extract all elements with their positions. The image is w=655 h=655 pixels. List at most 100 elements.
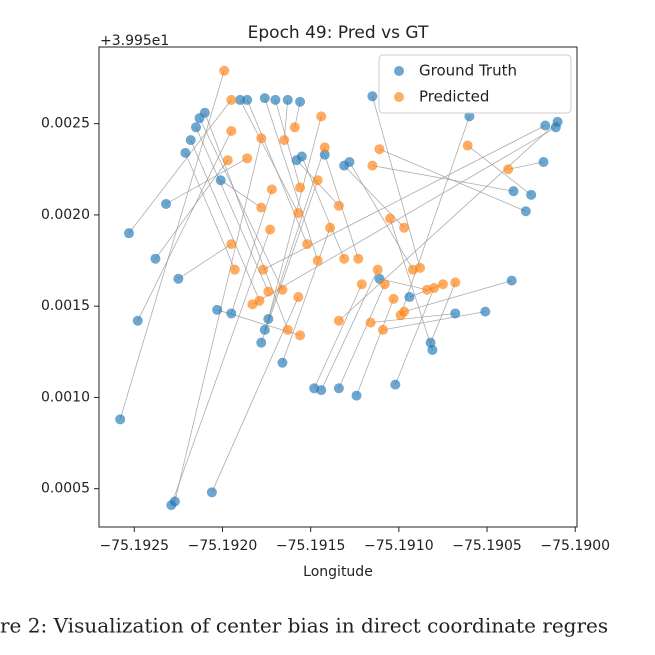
point xyxy=(282,94,293,105)
point xyxy=(464,111,475,122)
pair-line xyxy=(467,145,532,196)
pair-line xyxy=(379,148,527,212)
pair-line xyxy=(190,139,260,301)
point xyxy=(312,175,323,186)
point xyxy=(247,299,258,310)
pair-line xyxy=(372,96,421,268)
pair-line xyxy=(155,159,229,259)
point xyxy=(312,255,323,266)
point xyxy=(296,151,307,162)
pair-line xyxy=(137,130,232,321)
point xyxy=(212,304,223,315)
point xyxy=(226,125,237,136)
pair-line xyxy=(267,116,322,320)
point xyxy=(173,273,184,284)
point xyxy=(242,94,253,105)
pair-line xyxy=(178,243,232,280)
pair-line xyxy=(404,280,512,313)
point xyxy=(282,324,293,335)
point xyxy=(206,487,217,498)
point xyxy=(226,308,237,319)
point xyxy=(222,155,233,166)
point xyxy=(242,153,253,164)
pair-line xyxy=(343,165,405,228)
point xyxy=(270,94,281,105)
point xyxy=(265,224,276,235)
point xyxy=(508,186,519,197)
pair-line xyxy=(394,287,435,385)
legend-marker xyxy=(394,92,404,102)
x-tick-label: −75.1925 xyxy=(99,538,169,554)
point xyxy=(319,142,330,153)
point xyxy=(235,94,246,105)
pair-line xyxy=(370,313,456,323)
point xyxy=(462,140,473,151)
pair-line xyxy=(239,99,299,214)
point xyxy=(263,286,274,297)
pair-line xyxy=(320,269,379,391)
point xyxy=(161,198,172,209)
point xyxy=(215,175,226,186)
caption: re 2: Visualization of center bias in di… xyxy=(0,614,608,638)
pair-line xyxy=(283,99,289,141)
pair-line xyxy=(220,179,262,208)
point xyxy=(191,122,202,133)
point xyxy=(520,206,531,217)
x-tick-label: −75.1920 xyxy=(188,538,258,554)
point xyxy=(277,284,288,295)
pair-line xyxy=(264,147,326,331)
pair-line xyxy=(119,70,225,420)
pair-line xyxy=(430,282,456,343)
point xyxy=(377,324,388,335)
point xyxy=(429,282,440,293)
point xyxy=(150,253,161,264)
point xyxy=(388,293,399,304)
pair-line xyxy=(170,229,271,506)
y-tick-label: 0.0025 xyxy=(41,116,90,132)
point xyxy=(259,93,270,104)
pair-line xyxy=(165,157,248,205)
legend-label: Ground Truth xyxy=(419,62,517,80)
point xyxy=(166,500,177,511)
point xyxy=(379,279,390,290)
point xyxy=(333,200,344,211)
y-tick-label: 0.0005 xyxy=(41,481,90,497)
x-axis-label: Longitude xyxy=(303,564,373,580)
point xyxy=(552,116,563,127)
point xyxy=(450,308,461,319)
pair-line xyxy=(382,311,486,331)
point xyxy=(351,390,362,401)
point xyxy=(289,122,300,133)
point xyxy=(229,264,240,275)
pair-line xyxy=(204,112,289,331)
point xyxy=(339,253,350,264)
pair-line xyxy=(185,152,236,270)
point xyxy=(404,292,415,303)
point xyxy=(503,164,514,175)
point xyxy=(302,239,313,250)
point xyxy=(356,279,367,290)
point xyxy=(316,111,327,122)
legend: Ground Truth Predicted xyxy=(378,54,572,114)
point xyxy=(115,414,126,425)
pair-line xyxy=(246,99,308,245)
point xyxy=(333,315,344,326)
legend-label: Predicted xyxy=(419,88,489,106)
y-tick-label: 0.0015 xyxy=(41,298,90,314)
point xyxy=(226,94,237,105)
point xyxy=(390,379,401,390)
point xyxy=(277,357,288,368)
point xyxy=(526,189,537,200)
point xyxy=(226,239,237,250)
pair-line xyxy=(282,227,331,363)
pair-line xyxy=(274,99,301,188)
point xyxy=(256,133,267,144)
point xyxy=(256,337,267,348)
point xyxy=(367,91,378,102)
pair-line xyxy=(400,116,470,316)
point xyxy=(258,264,269,275)
point xyxy=(538,156,549,167)
point xyxy=(266,184,277,195)
